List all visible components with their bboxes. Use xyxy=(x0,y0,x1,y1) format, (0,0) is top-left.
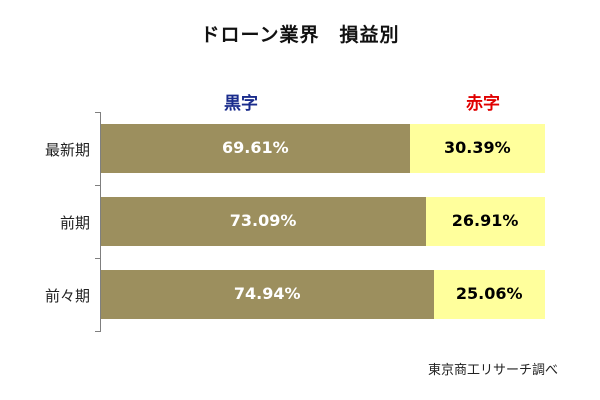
category-axis-line xyxy=(100,112,101,332)
category-label: 前期 xyxy=(59,214,90,232)
legend-profit: 黒字 xyxy=(224,94,258,114)
bar-loss xyxy=(433,270,545,319)
axis-tick xyxy=(95,185,101,186)
category-label: 前々期 xyxy=(44,287,90,305)
category-label: 最新期 xyxy=(44,141,90,159)
legend-loss: 赤字 xyxy=(466,94,500,114)
bar-profit xyxy=(101,124,411,173)
data-label-loss: 26.91% xyxy=(451,211,519,230)
bar-profit xyxy=(101,270,434,319)
bar-profit xyxy=(101,197,426,246)
data-label-loss: 30.39% xyxy=(444,138,511,157)
data-label-profit: 74.94% xyxy=(233,284,301,303)
data-label-loss: 25.06% xyxy=(455,284,523,303)
axis-tick xyxy=(95,112,101,113)
source-note: 東京商工リサーチ調べ xyxy=(427,363,558,378)
data-label-profit: 69.61% xyxy=(222,138,289,157)
data-label-profit: 73.09% xyxy=(229,211,297,230)
chart-title: ドローン業界 損益別 xyxy=(200,24,400,46)
bar-loss xyxy=(410,124,545,173)
axis-tick xyxy=(95,258,101,259)
bar-loss xyxy=(425,197,545,246)
axis-tick xyxy=(95,331,101,332)
